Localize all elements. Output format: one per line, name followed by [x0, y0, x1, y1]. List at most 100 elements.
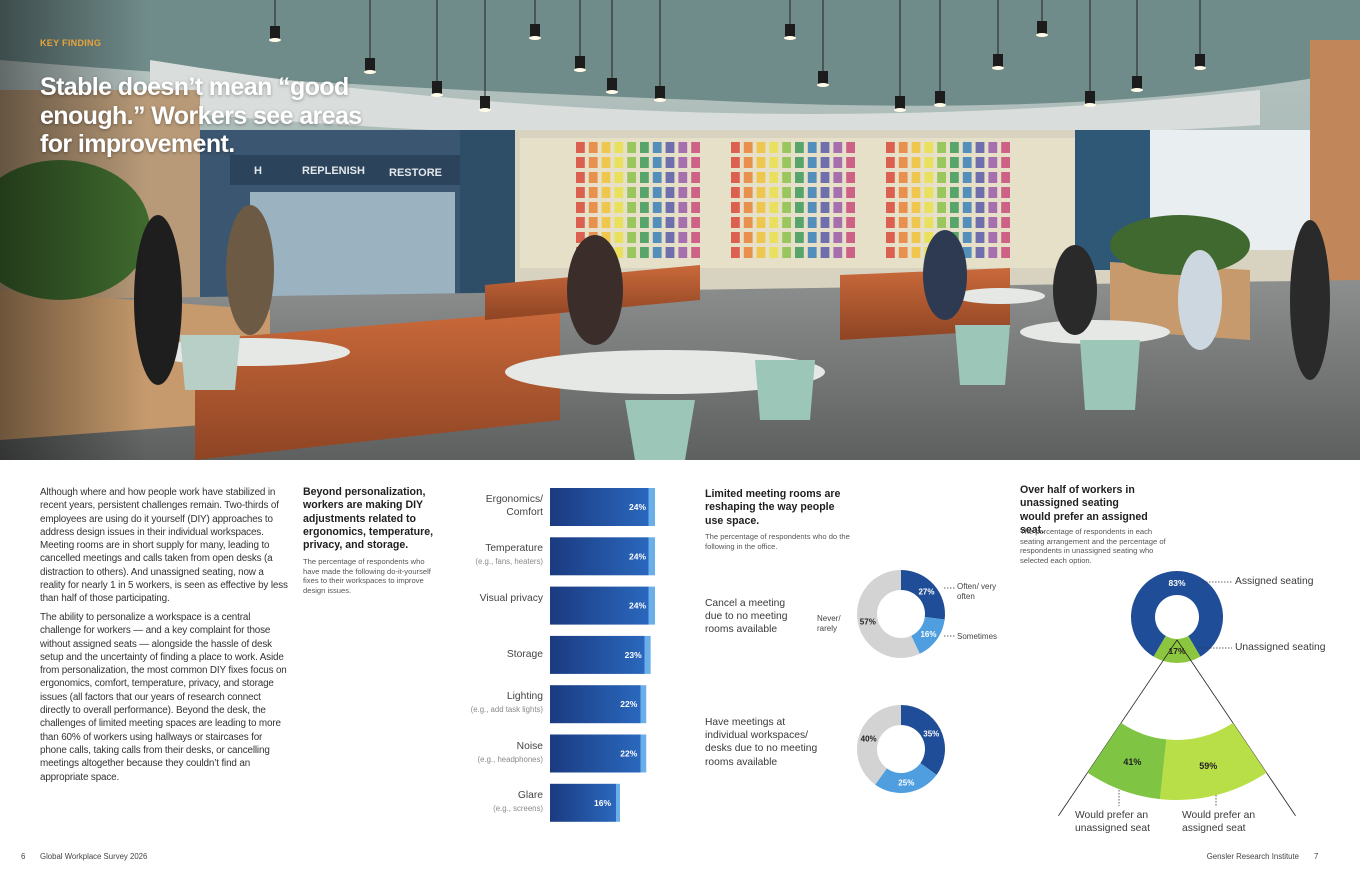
table — [1020, 320, 1170, 344]
wall-swatch — [898, 247, 908, 258]
value-label: 22% — [620, 699, 637, 709]
photo-sign: H — [254, 165, 262, 177]
wall-swatch — [937, 157, 946, 168]
wall-swatch — [601, 232, 611, 243]
chair — [1080, 340, 1140, 410]
footer-text: Gensler Research Institute — [1206, 852, 1299, 861]
wall-swatch — [833, 187, 843, 198]
wall-swatch — [678, 232, 688, 243]
value-label: 41% — [1123, 757, 1141, 767]
wall-swatch — [614, 217, 624, 228]
wall-swatch — [627, 232, 636, 243]
wall-swatch — [576, 157, 585, 168]
wall-swatch — [846, 202, 855, 213]
value-label: 25% — [898, 779, 914, 788]
wall-swatch — [782, 202, 791, 213]
wall-swatch — [652, 187, 662, 198]
wall-swatch — [975, 232, 985, 243]
wall-swatch — [975, 142, 985, 153]
lamp-glow — [894, 108, 906, 112]
lamp-glow — [606, 90, 618, 94]
wall-swatch — [988, 172, 998, 183]
table — [505, 350, 825, 394]
wall-swatch — [640, 247, 649, 258]
wall-swatch — [1001, 187, 1010, 198]
wall-swatch — [898, 157, 908, 168]
wall-swatch — [627, 217, 636, 228]
lamp — [607, 78, 617, 92]
wall-swatch — [652, 142, 662, 153]
wall-swatch — [988, 247, 998, 258]
donut-segment — [901, 705, 945, 775]
wall-swatch — [886, 187, 895, 198]
wall-swatch — [576, 187, 585, 198]
wall-swatch — [691, 202, 700, 213]
wall-swatch — [769, 142, 779, 153]
fan-edge — [1058, 639, 1178, 816]
wall-swatch — [601, 157, 611, 168]
wall-swatch — [937, 217, 946, 228]
lamp-glow — [1036, 33, 1048, 37]
series-label: Never/ rarely — [817, 614, 841, 633]
wall-swatch — [640, 172, 649, 183]
category-note: (e.g., add task lights) — [470, 705, 543, 715]
chart-title: Limited meeting rooms are reshaping the … — [705, 488, 841, 527]
wall-swatch — [640, 202, 649, 213]
wall-swatch — [962, 187, 972, 198]
footer-text: Global Workplace Survey 2026 — [40, 852, 148, 861]
wall-swatch — [627, 247, 636, 258]
wall-swatch — [988, 232, 998, 243]
wall-swatch — [640, 232, 649, 243]
table — [955, 288, 1045, 304]
wall-swatch — [743, 157, 753, 168]
wall-swatch — [691, 217, 700, 228]
chart-subtitle: The percentage of respondents who have m… — [303, 557, 431, 595]
wall-swatch — [678, 247, 688, 258]
wall-swatch — [756, 157, 766, 168]
wall-swatch — [782, 217, 791, 228]
wall-swatch — [924, 172, 934, 183]
wall-swatch — [807, 172, 817, 183]
chair — [755, 360, 815, 420]
wall-swatch — [898, 172, 908, 183]
wall-swatch — [782, 142, 791, 153]
wall-swatch — [975, 187, 985, 198]
wall-swatch — [588, 217, 598, 228]
wall-swatch — [807, 142, 817, 153]
wall-swatch — [782, 232, 791, 243]
donut-segment — [1153, 635, 1201, 664]
wall-swatch — [756, 202, 766, 213]
lamp — [365, 58, 375, 72]
wall-swatch — [911, 202, 921, 213]
wall-swatch — [937, 187, 946, 198]
wall-swatch — [769, 202, 779, 213]
wall-swatch — [756, 187, 766, 198]
wall-swatch — [588, 142, 598, 153]
donut-segment — [875, 763, 937, 794]
wall-swatch — [743, 232, 753, 243]
wall-swatch — [807, 217, 817, 228]
wall-swatch — [588, 172, 598, 183]
category-label: Storage — [506, 648, 543, 660]
wall-swatch — [962, 172, 972, 183]
wall-swatch — [846, 217, 855, 228]
wall-swatch — [833, 157, 843, 168]
fan-edge — [1176, 639, 1296, 816]
wall-swatch — [743, 202, 753, 213]
wall-swatch — [731, 187, 740, 198]
wall-swatch — [743, 172, 753, 183]
wall-swatch — [652, 232, 662, 243]
category-label: Glare — [517, 789, 543, 801]
bar — [550, 537, 655, 576]
wall-swatch — [614, 157, 624, 168]
wall-swatch — [640, 157, 649, 168]
wall-swatch — [614, 247, 624, 258]
wall-swatch — [962, 217, 972, 228]
wall-swatch — [911, 187, 921, 198]
wall-swatch — [795, 172, 804, 183]
wall-swatch — [665, 172, 675, 183]
wall-swatch — [678, 202, 688, 213]
wall-swatch — [950, 142, 959, 153]
value-label: 24% — [629, 551, 646, 561]
wall-swatch — [782, 247, 791, 258]
